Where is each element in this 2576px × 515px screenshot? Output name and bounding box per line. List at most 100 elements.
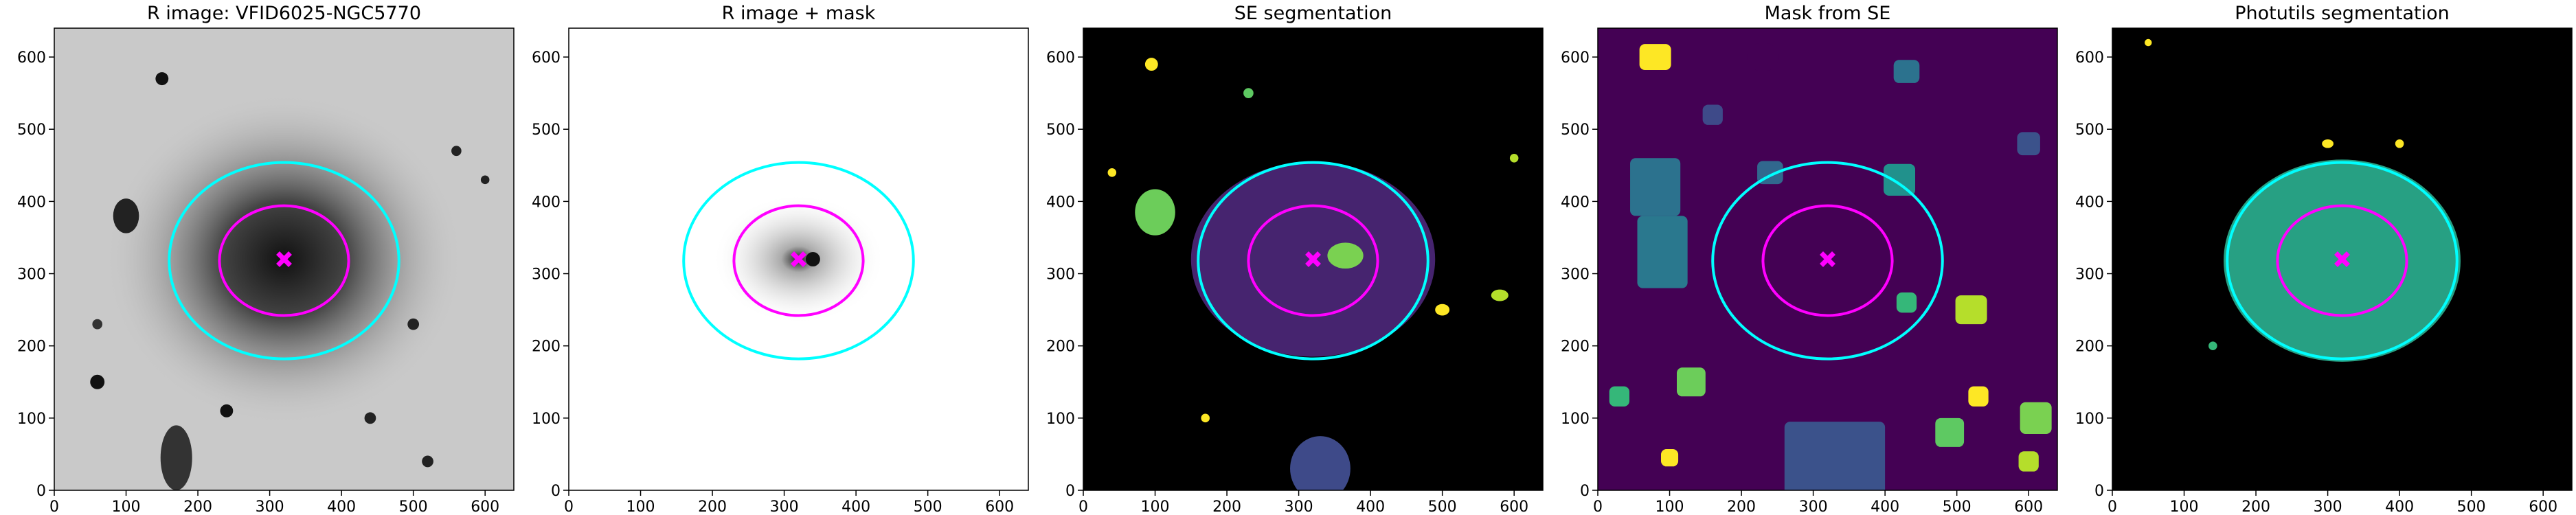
x-tick-label: 600 bbox=[471, 499, 499, 515]
image-blob bbox=[1509, 153, 1519, 163]
y-tick-label: 200 bbox=[1046, 339, 1075, 356]
y-tick-label: 300 bbox=[1561, 266, 1590, 284]
aperture-ellipse bbox=[2276, 204, 2408, 317]
image-blob bbox=[2020, 402, 2052, 434]
image-blob bbox=[1784, 422, 1886, 490]
y-tick-label: 400 bbox=[17, 194, 46, 211]
x-tick-label: 400 bbox=[1356, 499, 1385, 515]
x-tick-label: 100 bbox=[2170, 499, 2199, 515]
y-tick-label: 300 bbox=[2075, 266, 2104, 284]
y-tick-label: 600 bbox=[2075, 49, 2104, 67]
y-tick-label: 500 bbox=[1561, 122, 1590, 139]
image-blob bbox=[2018, 451, 2039, 472]
x-tick-label: 300 bbox=[2314, 499, 2342, 515]
x-tick-label: 400 bbox=[327, 499, 356, 515]
y-tick-label: 0 bbox=[36, 483, 46, 500]
image-blob bbox=[1107, 168, 1117, 177]
x-tick-label: 500 bbox=[914, 499, 942, 515]
image-blob bbox=[2017, 132, 2040, 156]
aperture-ellipse bbox=[732, 204, 865, 317]
image-blob bbox=[2322, 139, 2334, 148]
x-tick-label: 0 bbox=[1593, 499, 1603, 515]
y-tick-label: 600 bbox=[1046, 49, 1075, 67]
image-blob bbox=[1968, 386, 1989, 407]
image-blob bbox=[1747, 43, 1779, 72]
image-blob bbox=[1201, 413, 1210, 423]
x-tick-label: 600 bbox=[1500, 499, 1528, 515]
panel-title: Mask from SE bbox=[1765, 3, 1891, 24]
aperture-ellipse bbox=[2226, 161, 2459, 360]
axes-frame bbox=[568, 27, 1029, 491]
image-blob bbox=[1935, 417, 1965, 447]
aperture-ellipse bbox=[218, 204, 350, 317]
x-tick-label: 400 bbox=[841, 499, 870, 515]
image-blob bbox=[1327, 242, 1364, 269]
x-tick-label: 200 bbox=[1212, 499, 1241, 515]
image-blob bbox=[1896, 292, 1917, 313]
image-blob bbox=[422, 455, 433, 468]
image-blob bbox=[1660, 449, 1679, 467]
y-tick-label: 100 bbox=[17, 411, 46, 428]
image-blob bbox=[1884, 163, 1916, 196]
image-blob bbox=[1290, 436, 1351, 490]
image-blob bbox=[1609, 386, 1629, 407]
aperture-ellipse bbox=[1247, 204, 1379, 317]
image-blob bbox=[1676, 367, 1706, 397]
x-tick-label: 500 bbox=[1943, 499, 1971, 515]
image-blob bbox=[113, 198, 139, 233]
y-tick-label: 500 bbox=[532, 122, 561, 139]
y-tick-label: 200 bbox=[1561, 339, 1590, 356]
image-blob bbox=[480, 175, 490, 185]
x-tick-label: 0 bbox=[49, 499, 59, 515]
x-tick-label: 300 bbox=[770, 499, 799, 515]
y-tick-label: 300 bbox=[1046, 266, 1075, 284]
panel bbox=[2112, 28, 2572, 490]
image-blob bbox=[1144, 58, 1158, 71]
image-blob bbox=[1955, 295, 1987, 325]
x-tick-label: 600 bbox=[985, 499, 1014, 515]
y-tick-label: 400 bbox=[1046, 194, 1075, 211]
panel-title: R image: VFID6025-NGC5770 bbox=[147, 3, 421, 24]
image-blob bbox=[1135, 189, 1175, 236]
image-blob bbox=[1630, 158, 1681, 216]
y-tick-label: 200 bbox=[17, 339, 46, 356]
image-blob bbox=[1639, 44, 1671, 70]
aperture-ellipse bbox=[168, 161, 400, 360]
x-tick-label: 300 bbox=[1799, 499, 1828, 515]
y-tick-label: 400 bbox=[1561, 194, 1590, 211]
x-tick-label: 200 bbox=[183, 499, 212, 515]
x-tick-label: 100 bbox=[1656, 499, 1684, 515]
image-blob bbox=[2145, 38, 2152, 47]
y-tick-label: 600 bbox=[1561, 49, 1590, 67]
x-tick-label: 200 bbox=[698, 499, 727, 515]
y-tick-label: 200 bbox=[532, 339, 561, 356]
center-marker bbox=[2334, 251, 2350, 267]
x-tick-label: 100 bbox=[626, 499, 655, 515]
y-tick-label: 100 bbox=[532, 411, 561, 428]
x-tick-label: 0 bbox=[564, 499, 574, 515]
y-tick-label: 400 bbox=[532, 194, 561, 211]
image-blob bbox=[805, 251, 820, 267]
x-tick-label: 600 bbox=[2014, 499, 2043, 515]
x-tick-label: 400 bbox=[1871, 499, 1899, 515]
panel bbox=[1083, 28, 1543, 490]
image-blob bbox=[1435, 304, 1450, 316]
image-blob bbox=[364, 412, 376, 424]
axes-frame bbox=[54, 27, 515, 491]
panel bbox=[54, 28, 514, 490]
center-marker bbox=[791, 251, 806, 267]
image-blob bbox=[1491, 289, 1509, 301]
y-tick-label: 300 bbox=[532, 266, 561, 284]
center-marker bbox=[1305, 251, 1321, 267]
x-tick-label: 200 bbox=[1727, 499, 1756, 515]
axes-frame bbox=[1083, 27, 1544, 491]
image-blob bbox=[220, 404, 234, 417]
panel bbox=[569, 28, 1028, 490]
y-tick-label: 100 bbox=[1046, 411, 1075, 428]
y-tick-label: 100 bbox=[2075, 411, 2104, 428]
y-tick-label: 0 bbox=[2094, 483, 2104, 500]
image-blob bbox=[1637, 216, 1688, 288]
x-tick-label: 300 bbox=[256, 499, 284, 515]
image-blob bbox=[160, 425, 192, 490]
axes-frame bbox=[1597, 27, 2058, 491]
